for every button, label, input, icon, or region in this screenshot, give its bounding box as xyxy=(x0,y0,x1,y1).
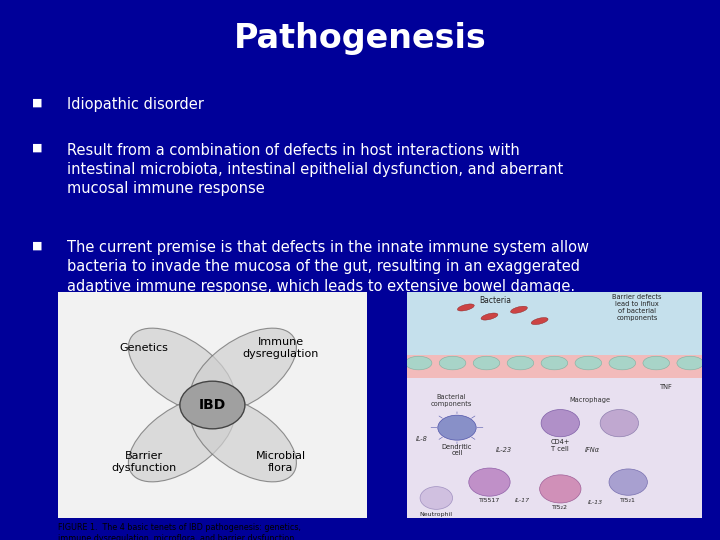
Text: TNF: TNF xyxy=(660,384,673,390)
Ellipse shape xyxy=(481,313,498,320)
Text: Tȉ5517: Tȉ5517 xyxy=(479,498,500,503)
Ellipse shape xyxy=(469,468,510,496)
Ellipse shape xyxy=(643,356,670,370)
Ellipse shape xyxy=(420,487,453,509)
Text: IL-8: IL-8 xyxy=(415,436,428,442)
Text: Bacterial
components: Bacterial components xyxy=(431,394,472,407)
Text: Dendritic
cell: Dendritic cell xyxy=(442,443,472,456)
Text: FIGURE 1.  The 4 basic tenets of IBD pathogenesis: genetics,
immune dysregulatio: FIGURE 1. The 4 basic tenets of IBD path… xyxy=(58,523,300,540)
Text: Tȉ5₂1: Tȉ5₂1 xyxy=(620,498,636,503)
Ellipse shape xyxy=(128,328,235,414)
Text: Pathogenesis: Pathogenesis xyxy=(233,22,487,55)
Ellipse shape xyxy=(510,306,527,313)
Text: Macrophage: Macrophage xyxy=(570,397,611,403)
Text: Barrier defects
lead to influx
of bacterial
components: Barrier defects lead to influx of bacter… xyxy=(612,294,662,321)
Ellipse shape xyxy=(541,409,580,437)
Text: ■: ■ xyxy=(32,97,42,107)
Ellipse shape xyxy=(439,356,466,370)
Bar xyxy=(407,292,702,355)
Text: Bacteria: Bacteria xyxy=(480,296,511,305)
Bar xyxy=(407,378,702,518)
Ellipse shape xyxy=(190,396,297,482)
Text: Immune
dysregulation: Immune dysregulation xyxy=(243,338,319,359)
Ellipse shape xyxy=(473,356,500,370)
Ellipse shape xyxy=(600,409,639,437)
Text: Neutrophil: Neutrophil xyxy=(420,511,453,517)
Text: IFNα: IFNα xyxy=(585,447,600,454)
Ellipse shape xyxy=(541,356,567,370)
Bar xyxy=(407,355,702,378)
Text: Idiopathic disorder: Idiopathic disorder xyxy=(67,97,204,112)
Text: ■: ■ xyxy=(32,143,42,153)
Text: IBD: IBD xyxy=(199,398,226,412)
Ellipse shape xyxy=(539,475,581,503)
Ellipse shape xyxy=(438,415,476,440)
Text: ■: ■ xyxy=(32,240,42,251)
Text: Genetics: Genetics xyxy=(120,343,168,353)
Ellipse shape xyxy=(531,318,548,325)
Ellipse shape xyxy=(405,356,432,370)
Text: Result from a combination of defects in host interactions with
intestinal microb: Result from a combination of defects in … xyxy=(67,143,564,196)
Text: The current premise is that defects in the innate immune system allow
bacteria t: The current premise is that defects in t… xyxy=(67,240,589,294)
Ellipse shape xyxy=(609,469,647,495)
Text: Barrier
dysfunction: Barrier dysfunction xyxy=(112,451,177,472)
Text: Tȉ5₂2: Tȉ5₂2 xyxy=(552,505,568,510)
Ellipse shape xyxy=(677,356,703,370)
Ellipse shape xyxy=(507,356,534,370)
Text: Microbial
flora: Microbial flora xyxy=(256,451,305,472)
Text: CD4+
T cell: CD4+ T cell xyxy=(551,439,570,451)
Text: IL-13: IL-13 xyxy=(588,500,603,505)
Ellipse shape xyxy=(457,304,474,311)
Ellipse shape xyxy=(575,356,602,370)
Circle shape xyxy=(180,381,245,429)
Text: IL-17: IL-17 xyxy=(514,498,529,503)
Text: IL-23: IL-23 xyxy=(496,447,512,454)
Ellipse shape xyxy=(190,328,297,414)
Ellipse shape xyxy=(128,396,235,482)
Ellipse shape xyxy=(609,356,636,370)
